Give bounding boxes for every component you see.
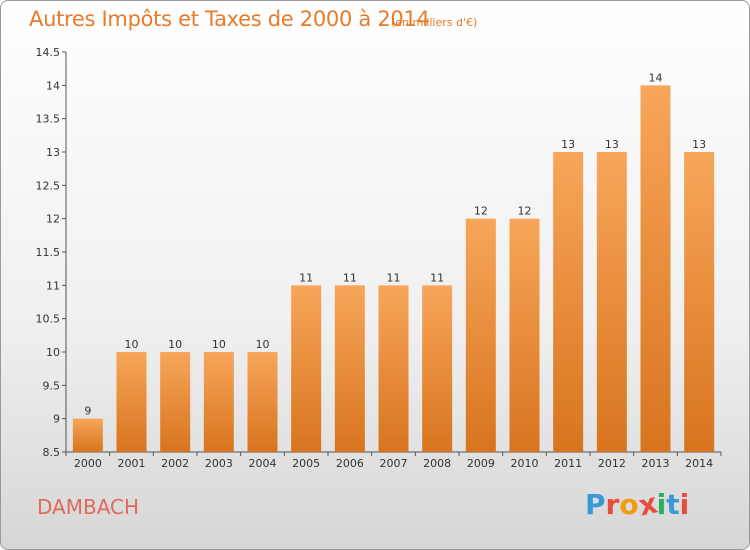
x-tick-label: 2000 bbox=[74, 457, 102, 470]
data-label-2005: 11 bbox=[299, 271, 313, 284]
bar-2014 bbox=[684, 152, 715, 452]
y-tick-label: 13 bbox=[46, 146, 60, 159]
bar-2008 bbox=[422, 285, 453, 452]
logo-letter: r bbox=[605, 488, 620, 521]
y-tick-label: 11.5 bbox=[36, 246, 61, 259]
data-label-2000: 9 bbox=[84, 405, 91, 418]
bar-2012 bbox=[596, 152, 627, 452]
data-label-2010: 12 bbox=[518, 205, 532, 218]
data-label-2014: 13 bbox=[692, 138, 706, 151]
x-tick-label: 2014 bbox=[685, 457, 713, 470]
y-tick-label: 12 bbox=[46, 213, 60, 226]
logo-letter: o bbox=[619, 488, 639, 521]
y-tick-label: 10 bbox=[46, 346, 60, 359]
logo-letter: i bbox=[679, 488, 690, 521]
bar-2001 bbox=[116, 352, 147, 452]
logo-letter: i bbox=[656, 488, 667, 521]
x-tick-label: 2009 bbox=[467, 457, 495, 470]
bar-2002 bbox=[160, 352, 191, 452]
y-tick-label: 14.5 bbox=[36, 46, 61, 59]
x-tick-label: 2008 bbox=[423, 457, 451, 470]
y-tick-label: 12.5 bbox=[36, 179, 61, 192]
data-label-2008: 11 bbox=[430, 271, 444, 284]
x-tick-label: 2007 bbox=[380, 457, 408, 470]
x-tick-label: 2006 bbox=[336, 457, 364, 470]
data-label-2011: 13 bbox=[561, 138, 575, 151]
logo-letter: t bbox=[666, 488, 680, 521]
data-label-2004: 10 bbox=[256, 338, 270, 351]
y-tick-label: 14 bbox=[46, 79, 60, 92]
bar-2013 bbox=[640, 85, 671, 452]
town-name: DAMBACH bbox=[37, 495, 140, 519]
y-tick-label: 10.5 bbox=[36, 313, 61, 326]
bar-2003 bbox=[203, 352, 234, 452]
x-tick-label: 2004 bbox=[249, 457, 277, 470]
x-tick-label: 2011 bbox=[554, 457, 582, 470]
data-label-2013: 14 bbox=[649, 71, 663, 84]
data-label-2002: 10 bbox=[168, 338, 182, 351]
bars bbox=[72, 85, 715, 452]
bar-2007 bbox=[378, 285, 409, 452]
x-tick-label: 2001 bbox=[118, 457, 146, 470]
x-tick-label: 2012 bbox=[598, 457, 626, 470]
bar-2010 bbox=[509, 218, 540, 452]
bar-2009 bbox=[465, 218, 496, 452]
data-label-2001: 10 bbox=[125, 338, 139, 351]
chart-title: Autres Impôts et Taxes de 2000 à 2014 bbox=[29, 7, 430, 31]
bar-2005 bbox=[291, 285, 322, 452]
data-label-2006: 11 bbox=[343, 271, 357, 284]
data-label-2012: 13 bbox=[605, 138, 619, 151]
proxiti-logo[interactable]: Proxiti bbox=[585, 486, 690, 522]
chart-unit: (en milliers d'€) bbox=[391, 16, 478, 29]
y-tick-label: 13.5 bbox=[36, 113, 61, 126]
data-label-2009: 12 bbox=[474, 205, 488, 218]
y-tick-label: 9.5 bbox=[43, 379, 61, 392]
x-tick-label: 2005 bbox=[292, 457, 320, 470]
x-tick-label: 2002 bbox=[161, 457, 189, 470]
bar-2004 bbox=[247, 352, 278, 452]
bar-2000 bbox=[72, 418, 103, 452]
data-label-2007: 11 bbox=[387, 271, 401, 284]
labels: 2000 9 2001 10 2002 10 2003 10 2004 10 2005 11 2006 1… bbox=[74, 71, 713, 470]
y-tick-label: 9 bbox=[53, 413, 60, 426]
x-tick-label: 2010 bbox=[511, 457, 539, 470]
x-tick-label: 2003 bbox=[205, 457, 233, 470]
bar-2011 bbox=[553, 152, 584, 452]
y-tick-label: 11 bbox=[46, 279, 60, 292]
bar-2006 bbox=[334, 285, 365, 452]
data-label-2003: 10 bbox=[212, 338, 226, 351]
y-tick-label: 8.5 bbox=[43, 446, 61, 459]
x-tick-label: 2013 bbox=[642, 457, 670, 470]
logo-letter: P bbox=[585, 488, 606, 521]
